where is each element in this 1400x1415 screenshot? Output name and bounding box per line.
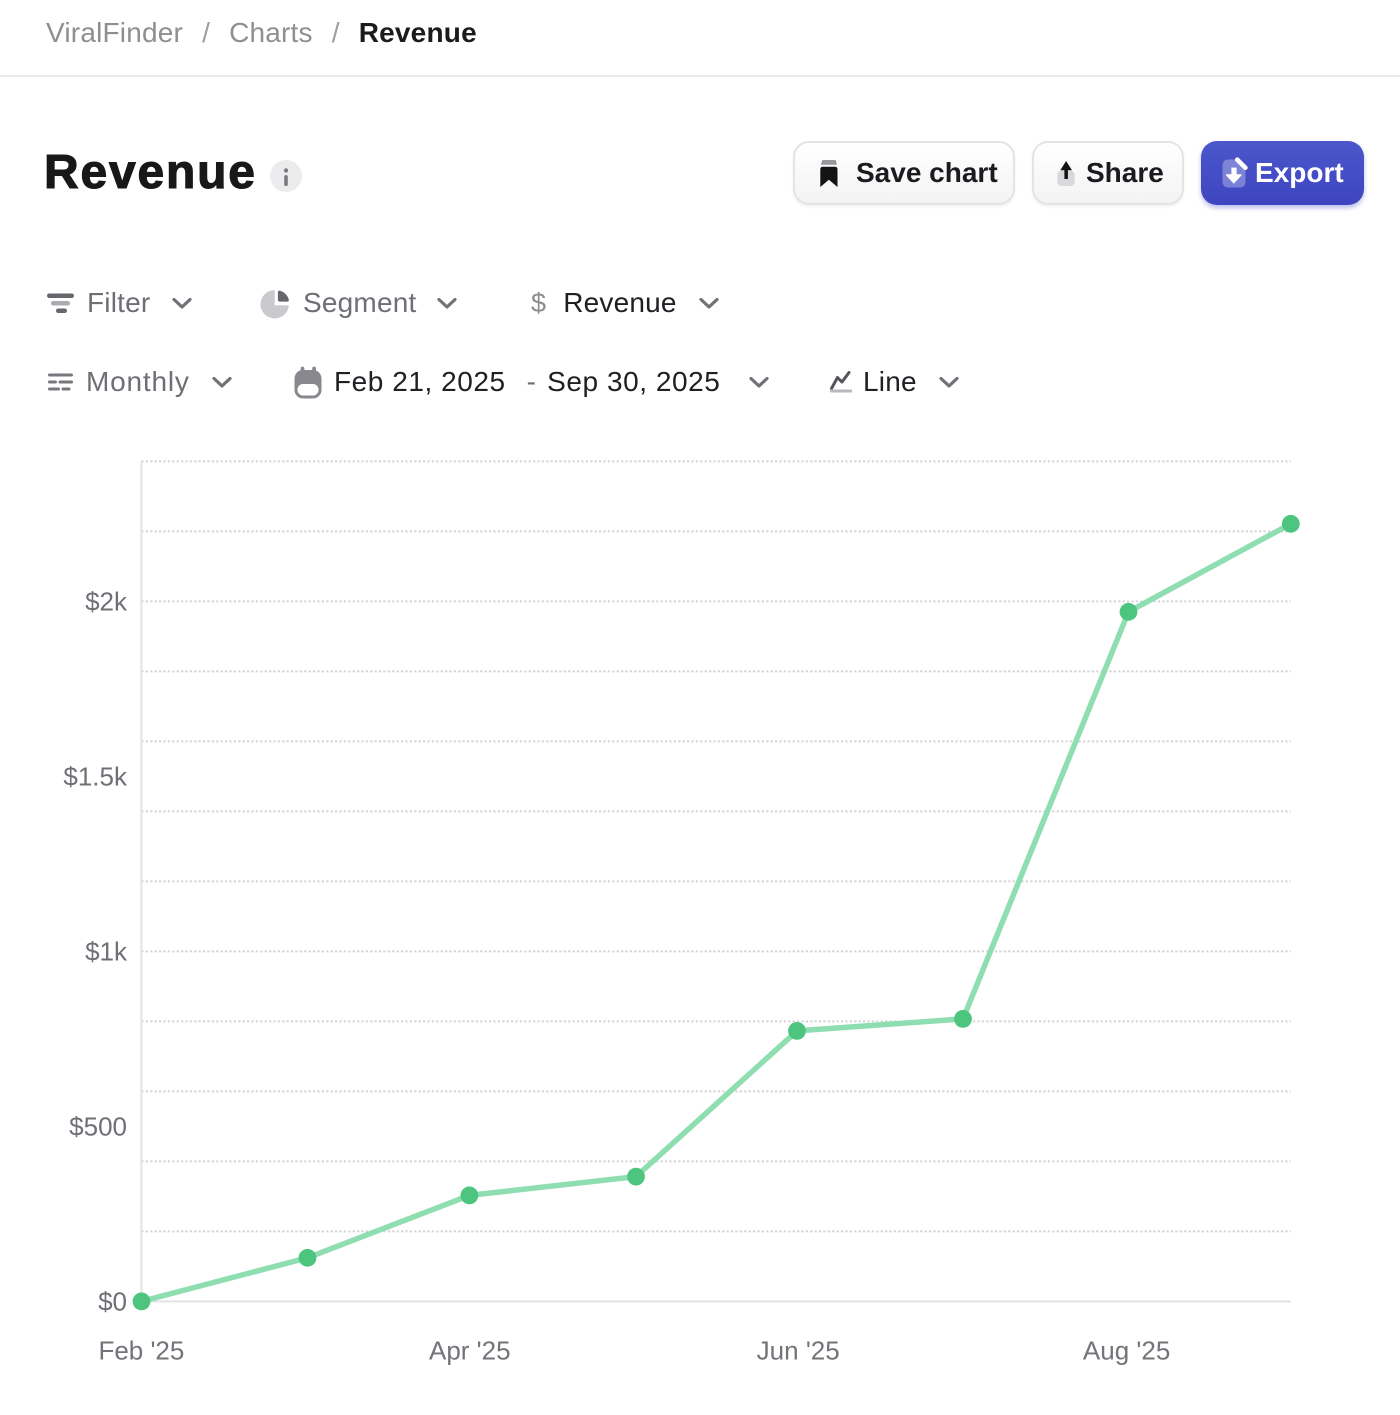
svg-text:$500: $500	[69, 1112, 127, 1142]
svg-text:$1k: $1k	[85, 937, 128, 967]
svg-text:$2k: $2k	[85, 587, 128, 617]
svg-text:Jun '25: Jun '25	[757, 1336, 840, 1366]
svg-text:$1.5k: $1.5k	[63, 762, 128, 792]
svg-text:$0: $0	[98, 1287, 127, 1317]
svg-text:Apr '25: Apr '25	[429, 1336, 511, 1366]
svg-text:Aug '25: Aug '25	[1083, 1336, 1170, 1366]
svg-text:Feb '25: Feb '25	[98, 1336, 184, 1366]
